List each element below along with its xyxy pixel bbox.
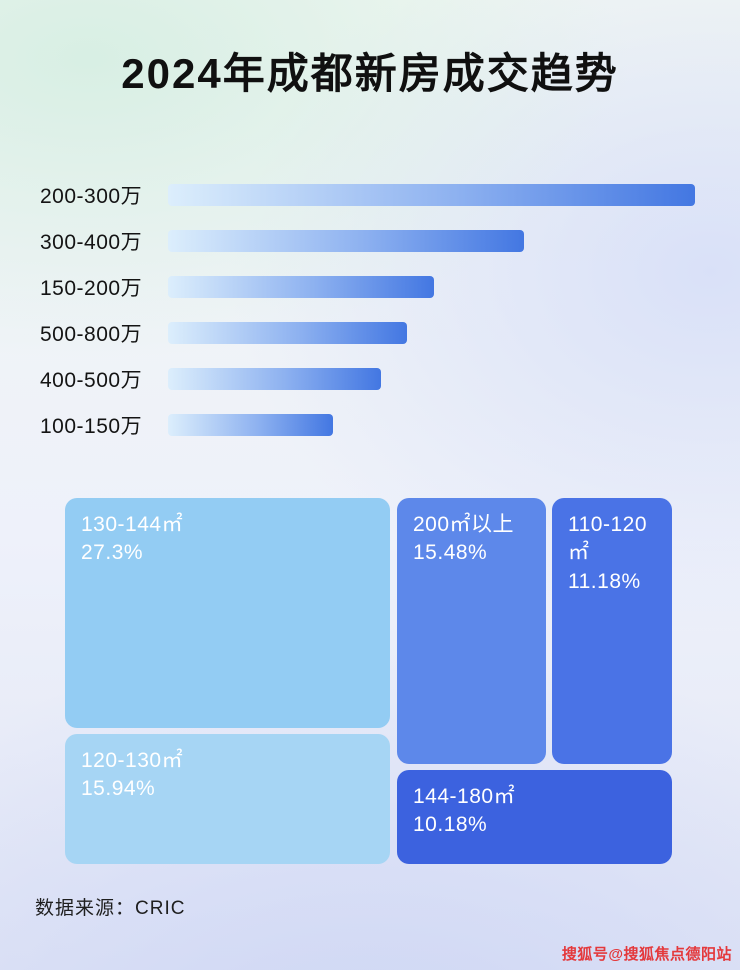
bar bbox=[168, 276, 434, 298]
data-source-label: 数据来源：CRIC bbox=[35, 898, 186, 919]
treemap-label: 144-180㎡ bbox=[413, 785, 516, 808]
treemap-label: 110-120㎡ bbox=[568, 513, 648, 565]
bar-row: 100-150万 bbox=[40, 413, 700, 438]
treemap-block-144-180: 144-180㎡ 10.18% bbox=[397, 770, 672, 864]
treemap-value: 11.18% bbox=[568, 569, 641, 593]
bar bbox=[168, 230, 525, 252]
bar bbox=[168, 368, 381, 390]
bar-track bbox=[168, 368, 700, 390]
bar-track bbox=[168, 184, 700, 206]
treemap-label: 120-130㎡ bbox=[81, 749, 184, 772]
treemap-block-200-plus: 200㎡以上 15.48% bbox=[397, 498, 546, 764]
bar-category-label: 500-800万 bbox=[40, 323, 143, 346]
bar-row: 400-500万 bbox=[40, 367, 700, 392]
treemap-block-110-120: 110-120㎡ 11.18% bbox=[552, 498, 672, 764]
bar-row: 500-800万 bbox=[40, 321, 700, 346]
treemap-label: 200㎡以上 bbox=[413, 513, 515, 536]
bar-track bbox=[168, 414, 700, 436]
treemap-value: 27.3% bbox=[81, 541, 144, 565]
bar-row: 300-400万 bbox=[40, 229, 700, 254]
bar-category-label: 100-150万 bbox=[40, 415, 143, 438]
price-band-bar-chart: 200-300万 300-400万 150-200万 500-800万 400-… bbox=[40, 183, 700, 459]
treemap-block-130-144: 130-144㎡ 27.3% bbox=[65, 498, 390, 728]
area-share-treemap: 130-144㎡ 27.3% 120-130㎡ 15.94% 200㎡以上 15… bbox=[65, 498, 672, 864]
treemap-value: 10.18% bbox=[413, 813, 488, 837]
bar bbox=[168, 322, 408, 344]
bar-category-label: 300-400万 bbox=[40, 231, 143, 254]
treemap-value: 15.94% bbox=[81, 777, 156, 801]
bar-category-label: 150-200万 bbox=[40, 277, 143, 300]
bar bbox=[168, 184, 695, 206]
bar-track bbox=[168, 276, 700, 298]
bar-category-label: 400-500万 bbox=[40, 369, 143, 392]
bar-row: 200-300万 bbox=[40, 183, 700, 208]
bar-track bbox=[168, 230, 700, 252]
bar-track bbox=[168, 322, 700, 344]
bar bbox=[168, 414, 333, 436]
treemap-block-120-130: 120-130㎡ 15.94% bbox=[65, 734, 390, 864]
treemap-value: 15.48% bbox=[413, 541, 488, 565]
watermark: 搜狐号@搜狐焦点德阳站 bbox=[561, 946, 732, 963]
page-title: 2024年成都新房成交趋势 bbox=[121, 50, 619, 97]
bar-row: 150-200万 bbox=[40, 275, 700, 300]
bar-category-label: 200-300万 bbox=[40, 185, 143, 208]
treemap-label: 130-144㎡ bbox=[81, 513, 184, 536]
